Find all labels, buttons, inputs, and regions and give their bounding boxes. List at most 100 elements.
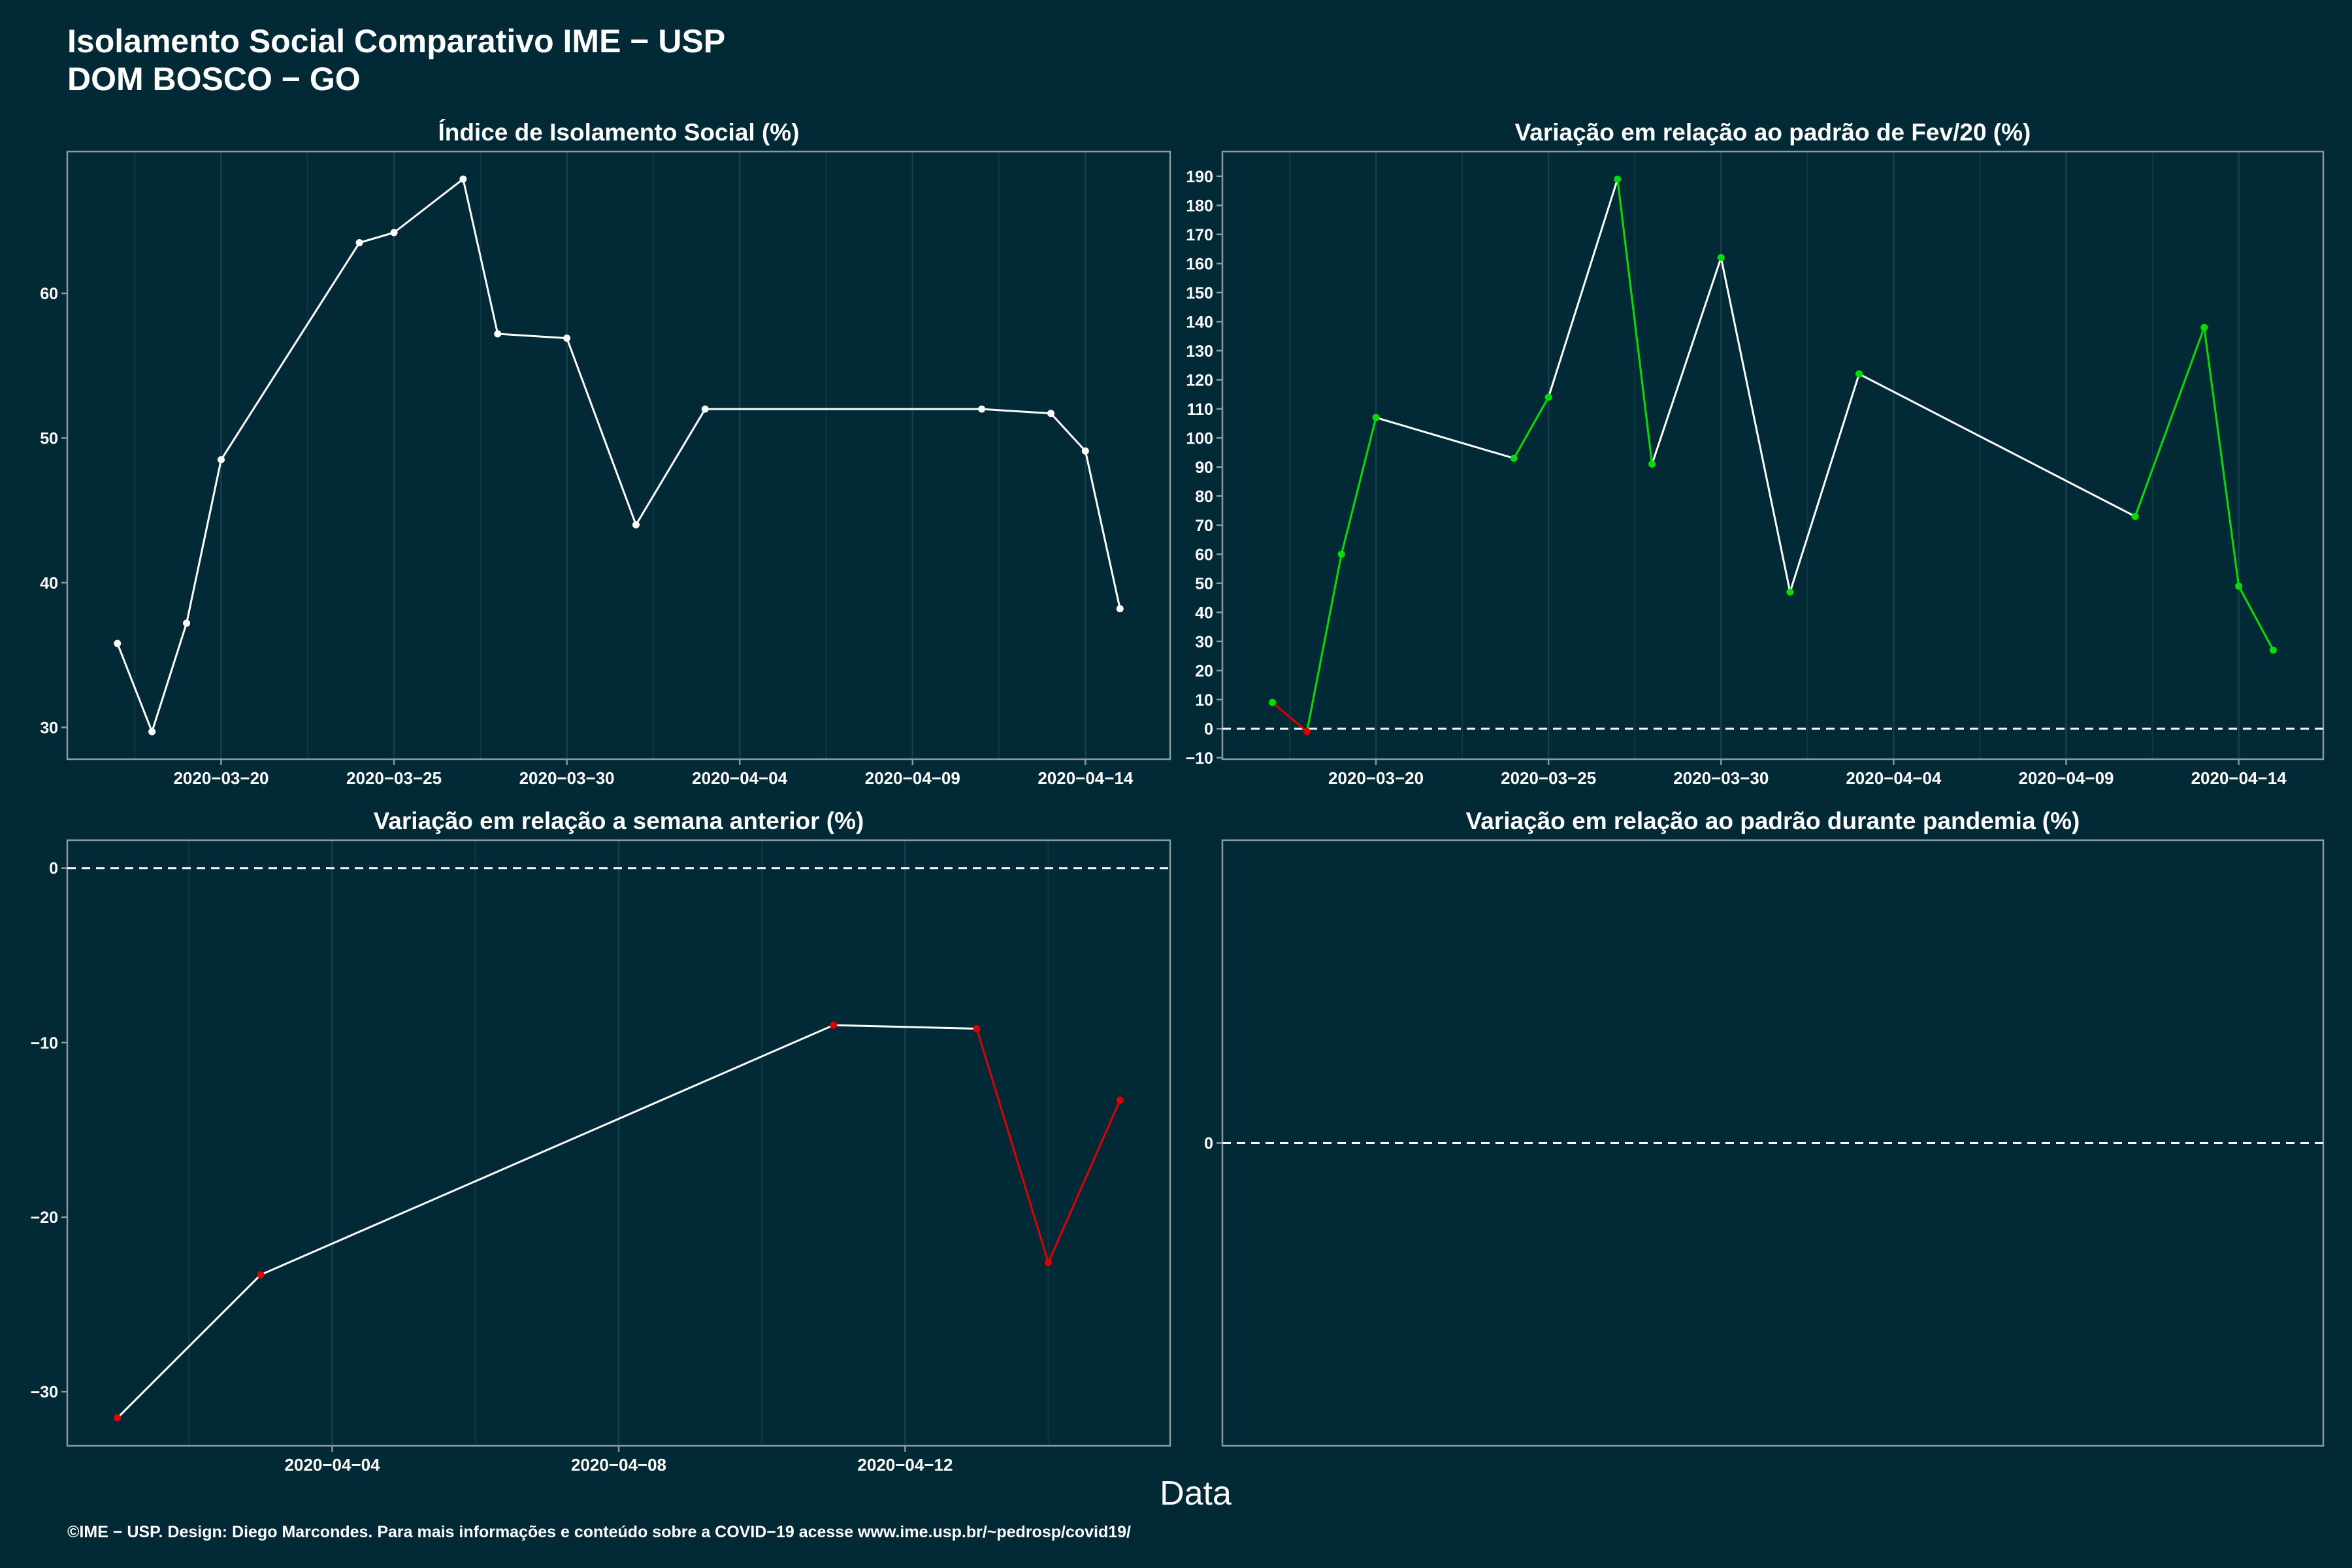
line-segment — [1340, 416, 1377, 555]
panel-title: Variação em relação ao padrão de Fev/20 … — [1515, 119, 2031, 146]
figure-caption: ©IME − USP. Design: Diego Marcondes. Par… — [67, 1523, 1131, 1541]
y-tick-label: 40 — [1195, 604, 1213, 622]
y-tick-label: 140 — [1186, 313, 1213, 331]
y-tick-label: 150 — [1186, 284, 1213, 302]
y-tick-label: 0 — [1204, 720, 1213, 738]
data-point — [1045, 1258, 1053, 1266]
y-tick-label: 60 — [1195, 546, 1213, 564]
line-segment — [634, 408, 706, 526]
figure-subtitle: DOM BOSCO − GO — [67, 61, 361, 97]
data-point — [1786, 588, 1794, 596]
line-segment — [2134, 326, 2206, 517]
data-point — [217, 456, 225, 464]
line-segment — [1789, 372, 1861, 593]
x-tick-label: 2020−03−20 — [1328, 768, 1424, 788]
x-tick-label: 2020−04−09 — [865, 768, 960, 788]
line-segment — [2203, 326, 2240, 587]
x-tick-label: 2020−04−04 — [692, 768, 788, 788]
y-tick-label: 0 — [49, 860, 58, 878]
y-tick-label: 0 — [1204, 1135, 1213, 1153]
y-tick-label: 190 — [1186, 168, 1213, 186]
data-point — [1116, 605, 1124, 613]
data-point — [1337, 550, 1345, 558]
data-point — [1510, 454, 1518, 462]
y-tick-label: −20 — [31, 1209, 58, 1227]
line-segment — [497, 333, 568, 340]
line-segment — [2238, 585, 2274, 651]
line-segment — [566, 337, 637, 526]
data-point — [355, 239, 363, 246]
x-tick-label: 2020−04−14 — [1037, 768, 1134, 788]
data-point — [2131, 512, 2139, 520]
line-segment — [393, 178, 465, 234]
data-point — [830, 1021, 838, 1029]
figure-title: Isolamento Social Comparativo IME − USP — [67, 23, 725, 59]
chart-panel-variation-pandemic-baseline: Variação em relação ao padrão durante pa… — [1204, 808, 2325, 1447]
y-tick-label: 170 — [1186, 226, 1213, 244]
y-tick-label: 90 — [1195, 459, 1213, 477]
y-tick-label: 100 — [1186, 429, 1213, 448]
line-segment — [1047, 1099, 1121, 1264]
panel-title: Variação em relação a semana anterior (%… — [374, 808, 864, 834]
line-segment — [1858, 372, 2136, 517]
data-point — [563, 335, 571, 342]
y-tick-label: 10 — [1195, 691, 1213, 710]
data-point — [701, 405, 709, 413]
line-segment — [116, 642, 154, 733]
line-segment — [462, 178, 499, 335]
y-tick-label: 30 — [40, 719, 58, 737]
line-segment — [1084, 449, 1121, 610]
x-tick-label: 2020−04−14 — [2191, 768, 2287, 788]
panel-title: Variação em relação ao padrão durante pa… — [1466, 808, 2080, 834]
line-segment — [1375, 416, 1515, 459]
y-tick-label: 70 — [1195, 517, 1213, 535]
y-tick-label: 40 — [40, 574, 58, 593]
x-tick-label: 2020−04−04 — [285, 1455, 381, 1475]
y-tick-label: 110 — [1187, 400, 1213, 419]
y-tick-label: 130 — [1186, 342, 1213, 361]
y-tick-label: 180 — [1186, 197, 1213, 215]
panel-frame — [66, 150, 1171, 760]
line-segment — [1049, 412, 1086, 452]
data-point — [1047, 410, 1054, 417]
data-point — [973, 1025, 981, 1033]
line-segment — [981, 408, 1052, 415]
y-tick-label: 160 — [1186, 255, 1213, 273]
data-point — [2200, 323, 2208, 331]
data-point — [1303, 728, 1311, 736]
data-point — [1081, 447, 1089, 455]
line-segment — [1547, 178, 1619, 399]
chart-panel-isolation-index: Índice de Isolamento Social (%) 2020−03−2… — [40, 119, 1171, 788]
x-tick-label: 2020−03−25 — [1501, 768, 1596, 788]
x-tick-label: 2020−03−25 — [346, 768, 442, 788]
y-tick-label: 80 — [1195, 487, 1213, 506]
line-segment — [1720, 256, 1791, 593]
data-point — [1116, 1096, 1124, 1104]
line-segment — [1616, 178, 1654, 465]
data-point — [1269, 698, 1277, 706]
chart-panel-variation-previous-week: Variação em relação a semana anterior (%… — [31, 808, 1171, 1475]
y-tick-label: 120 — [1186, 371, 1213, 389]
data-point — [148, 728, 156, 736]
line-segment — [116, 1273, 262, 1419]
data-point — [1614, 175, 1622, 183]
y-tick-label: 20 — [1195, 662, 1213, 680]
x-tick-label: 2020−03−30 — [1673, 768, 1769, 788]
line-segment — [358, 231, 395, 244]
data-point — [114, 1414, 122, 1422]
data-point — [1372, 414, 1380, 421]
line-segment — [220, 242, 361, 461]
data-point — [183, 619, 191, 627]
x-tick-label: 2020−03−30 — [519, 768, 615, 788]
y-tick-label: −10 — [1186, 749, 1213, 768]
line-segment — [975, 1028, 1050, 1264]
data-point — [257, 1271, 265, 1279]
y-tick-label: −30 — [31, 1383, 58, 1401]
line-segment — [151, 622, 188, 733]
x-axis-title: Data — [1160, 1475, 1232, 1512]
x-tick-label: 2020−04−08 — [571, 1455, 666, 1475]
data-point — [114, 640, 122, 647]
y-tick-label: 50 — [40, 429, 58, 448]
